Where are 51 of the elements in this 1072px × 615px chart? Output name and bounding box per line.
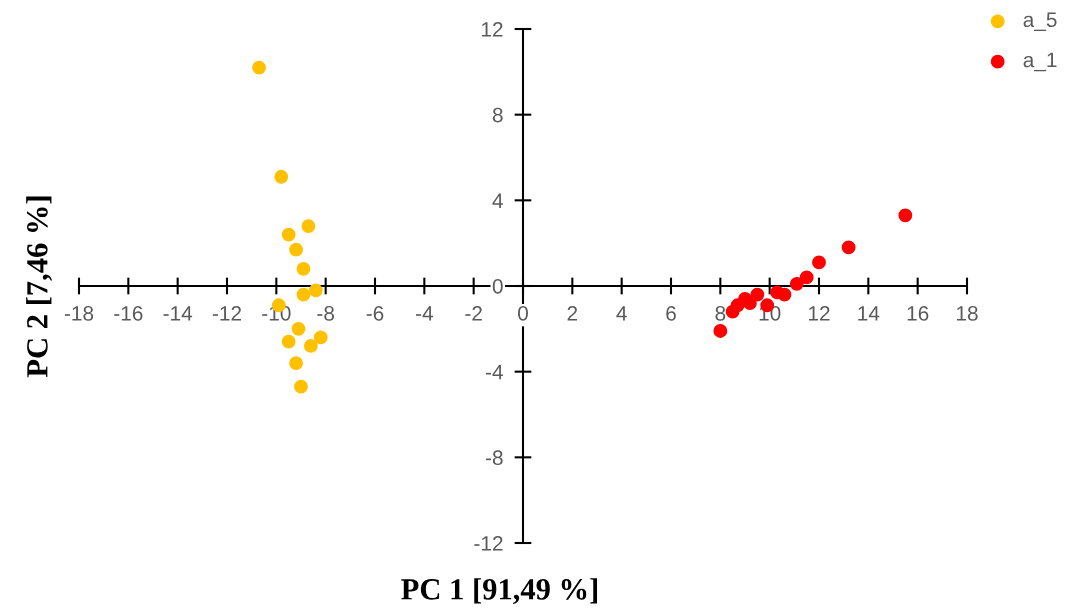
point xyxy=(303,339,318,353)
y-tick-label: 0 xyxy=(492,279,503,294)
point xyxy=(777,287,792,302)
y-tick-label: 8 xyxy=(492,107,503,123)
x-tick-label: 0 xyxy=(518,305,528,321)
point xyxy=(296,261,311,276)
x-tick-label: -4 xyxy=(416,306,433,321)
point xyxy=(799,270,814,285)
x-tick-label: -14 xyxy=(163,306,193,321)
y-axis-title: PC 2 [7,46 %] xyxy=(26,196,53,378)
point xyxy=(750,287,765,302)
point xyxy=(898,208,913,223)
point xyxy=(713,324,728,338)
point xyxy=(812,255,826,270)
point xyxy=(274,169,289,184)
x-tick-label: 12 xyxy=(809,305,830,321)
x-tick-label: 16 xyxy=(907,305,929,321)
point xyxy=(291,321,306,336)
point xyxy=(281,227,296,242)
y-tick-label: -4 xyxy=(485,364,503,380)
x-tick-label: -12 xyxy=(212,305,242,321)
legend-label: a_1 xyxy=(1023,52,1057,72)
x-tick-label: 2 xyxy=(567,305,578,321)
x-tick-label: 14 xyxy=(858,306,880,321)
x-tick-label: 8 xyxy=(715,305,726,321)
point xyxy=(313,330,328,345)
point xyxy=(789,276,804,291)
point xyxy=(841,240,856,255)
point xyxy=(294,379,308,394)
x-axis-title: PC 1 [91,49 %] xyxy=(401,578,598,605)
point xyxy=(301,219,316,233)
x-tick-label: -2 xyxy=(465,305,482,321)
y-tick-label: 12 xyxy=(481,22,503,37)
x-tick-label: -16 xyxy=(114,305,143,321)
point xyxy=(289,242,303,257)
y-tick-label: -8 xyxy=(485,450,503,466)
y-tick-label: -12 xyxy=(474,536,503,551)
point xyxy=(281,334,296,349)
point xyxy=(308,283,323,298)
x-tick-label: 6 xyxy=(666,305,676,321)
x-tick-label: -6 xyxy=(366,305,384,321)
point xyxy=(743,296,757,311)
y-tick-label: 4 xyxy=(492,193,503,208)
point xyxy=(296,287,311,302)
x-tick-label: 18 xyxy=(957,305,978,321)
legend-label: a_5 xyxy=(1023,12,1057,32)
x-tick-label: -18 xyxy=(64,305,94,321)
point xyxy=(289,356,303,371)
point xyxy=(252,60,266,75)
x-tick-label: 4 xyxy=(616,306,627,321)
x-tick-label: -8 xyxy=(317,305,335,321)
